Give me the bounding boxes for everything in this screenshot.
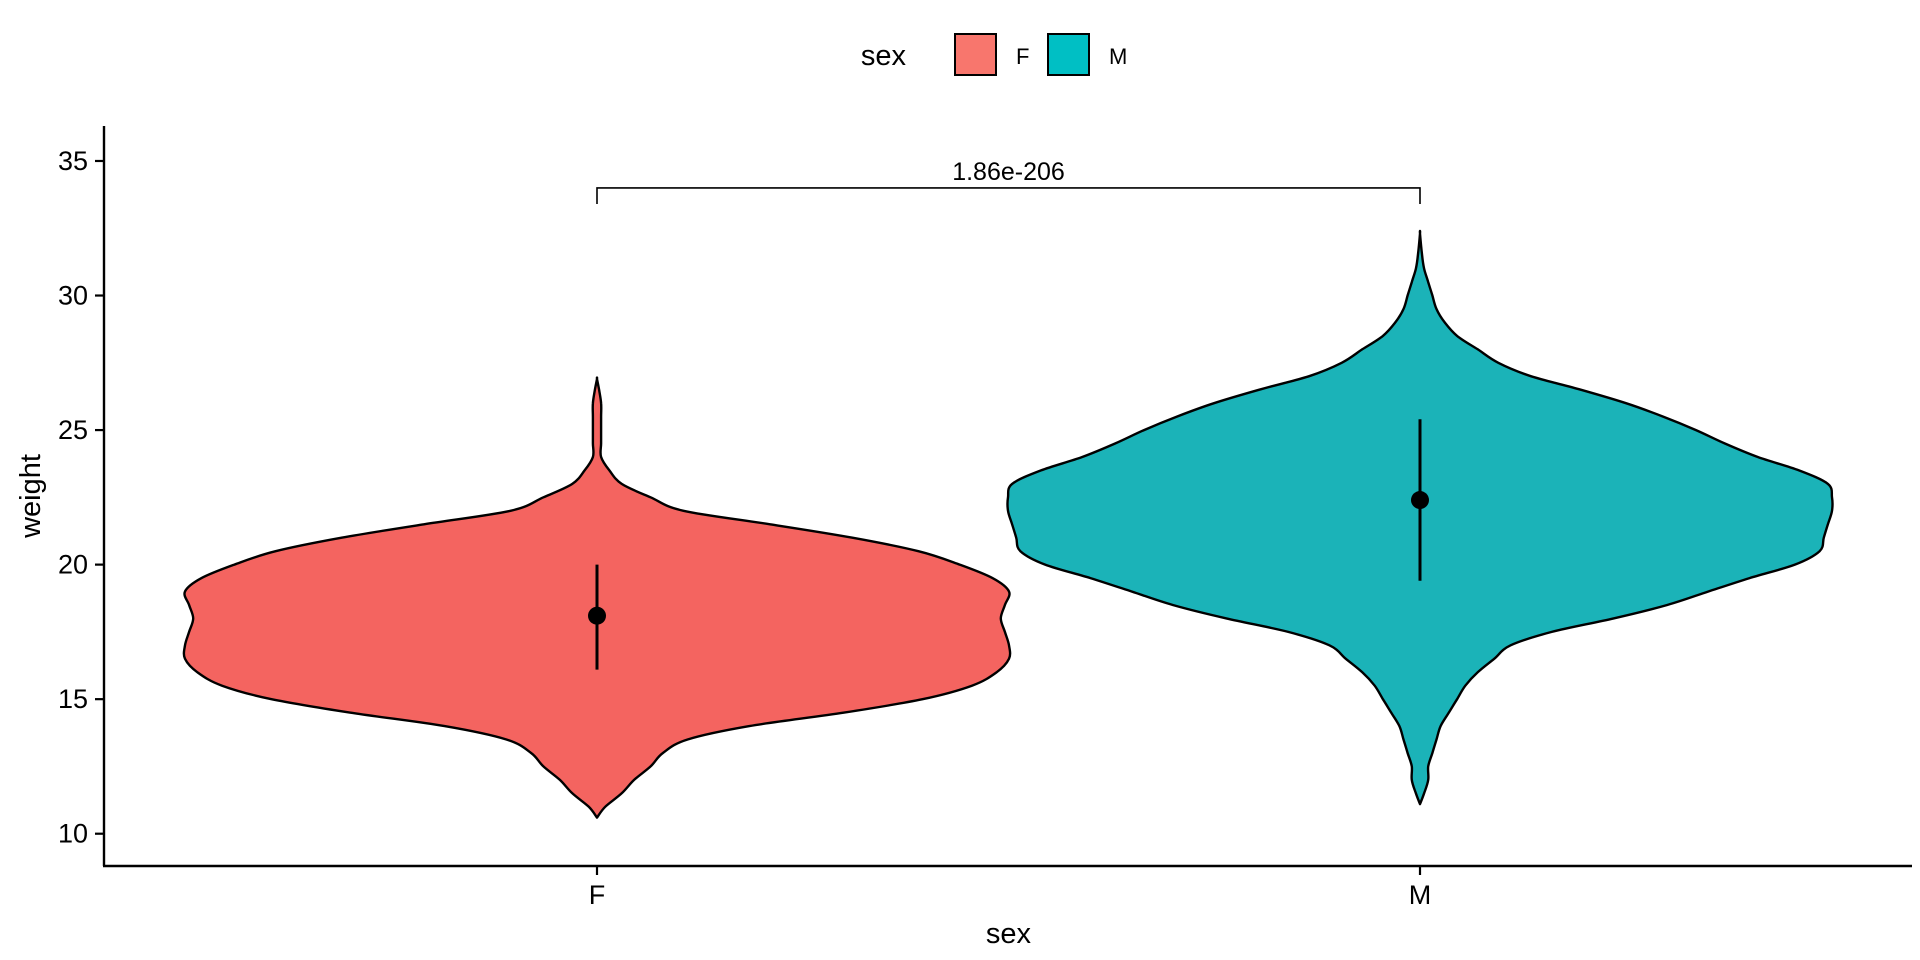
- x-tick-label-F: F: [589, 880, 606, 910]
- significance-bracket: 1.86e-206: [596, 158, 1421, 205]
- x-axis-title: sex: [986, 918, 1032, 950]
- y-tick-label: 35: [58, 146, 88, 176]
- plot-area: 1.86e-206: [182, 158, 1834, 819]
- y-tick-label: 15: [58, 684, 88, 714]
- y-tick-label: 10: [58, 819, 88, 849]
- legend-swatch-F: [954, 33, 997, 76]
- p-value-label: 1.86e-206: [952, 158, 1065, 186]
- legend-title: sex: [861, 40, 907, 72]
- y-tick-label: 20: [58, 550, 88, 580]
- y-tick-label: 25: [58, 415, 88, 445]
- legend-label-F: F: [1016, 44, 1029, 69]
- y-axis-ticks: 10 15 20 25 30 35: [58, 146, 104, 849]
- legend-swatch-M: [1047, 33, 1090, 76]
- y-axis-title: weight: [15, 454, 47, 539]
- bracket-line: [596, 187, 1421, 205]
- mean-point-F: [588, 606, 606, 625]
- legend: sex F M: [861, 33, 1127, 76]
- y-tick-label: 30: [58, 281, 88, 311]
- legend-label-M: M: [1109, 44, 1127, 69]
- mean-point-M: [1411, 491, 1429, 510]
- x-tick-label-M: M: [1409, 880, 1432, 910]
